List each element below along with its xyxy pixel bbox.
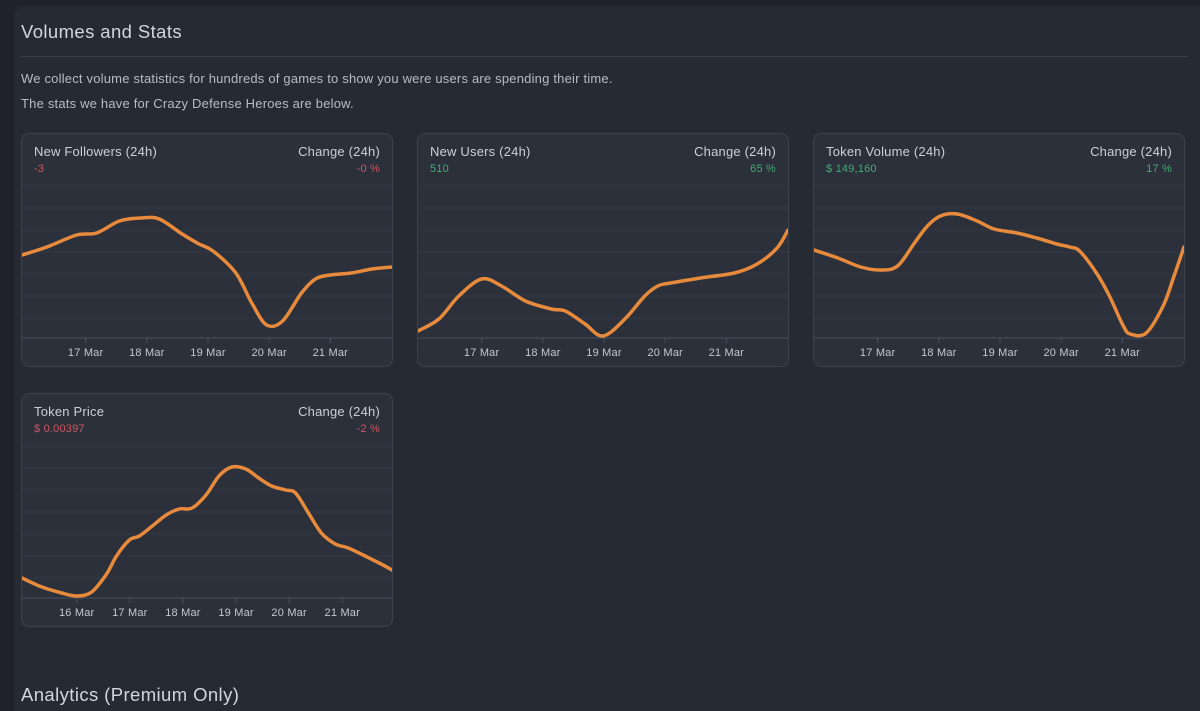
x-axis-label: 21 Mar <box>1104 347 1141 359</box>
card-change: Change (24h) -2 % <box>298 404 380 440</box>
card-metric: New Users (24h) 510 <box>430 144 531 180</box>
stat-card-token-volume: Token Volume (24h) $ 149,160 Change (24h… <box>813 133 1185 367</box>
card-header: Token Volume (24h) $ 149,160 Change (24h… <box>814 134 1184 180</box>
line-chart[interactable] <box>22 441 392 604</box>
card-value: 510 <box>430 163 449 175</box>
change-label: Change (24h) <box>694 144 776 159</box>
x-axis-label: 21 Mar <box>324 607 360 619</box>
line-chart[interactable] <box>814 181 1184 344</box>
change-label: Change (24h) <box>298 144 380 159</box>
x-axis-label: 18 Mar <box>921 347 957 359</box>
card-title: Token Price <box>34 404 105 419</box>
x-axis-labels: 17 Mar 18 Mar 19 Mar 20 Mar 21 Mar <box>418 344 788 366</box>
x-axis-label: 20 Mar <box>271 607 307 619</box>
card-metric: Token Price $ 0.00397 <box>34 404 104 440</box>
x-axis-label: 19 Mar <box>982 347 1018 359</box>
x-axis-label: 21 Mar <box>312 347 349 359</box>
card-value: $ 149,160 <box>826 163 877 175</box>
card-change: Change (24h) -0 % <box>298 144 380 180</box>
x-axis-label: 18 Mar <box>129 347 165 359</box>
card-change: Change (24h) 65 % <box>694 144 776 180</box>
line-chart[interactable] <box>418 181 788 344</box>
card-header: Token Price $ 0.00397 Change (24h) -2 % <box>22 394 392 440</box>
x-axis-label: 17 Mar <box>112 607 148 619</box>
x-axis-label: 21 Mar <box>708 347 745 359</box>
card-metric: New Followers (24h) -3 <box>34 144 157 180</box>
change-label: Change (24h) <box>1090 144 1172 159</box>
x-axis-label: 18 Mar <box>165 607 201 619</box>
x-axis-labels: 16 Mar 17 Mar 18 Mar 19 Mar 20 Mar 21 Mar <box>22 604 392 626</box>
card-value: $ 0.00397 <box>34 423 85 435</box>
analytics-section-title: Analytics (Premium Only) <box>21 684 240 705</box>
card-change: Change (24h) 17 % <box>1090 144 1172 180</box>
x-axis-label: 19 Mar <box>190 347 226 359</box>
card-title: New Followers (24h) <box>34 144 158 159</box>
stats-card-grid: New Followers (24h) -3 Change (24h) -0 %… <box>21 133 1188 627</box>
card-title: New Users (24h) <box>430 144 531 159</box>
intro-line-2: The stats we have for Crazy Defense Hero… <box>21 96 354 111</box>
x-axis-label: 19 Mar <box>218 607 254 619</box>
stat-card-new-followers: New Followers (24h) -3 Change (24h) -0 %… <box>21 133 393 367</box>
x-axis-label: 20 Mar <box>647 347 683 359</box>
card-metric: Token Volume (24h) $ 149,160 <box>826 144 945 180</box>
x-axis-label: 17 Mar <box>859 347 896 359</box>
change-label: Change (24h) <box>298 404 380 419</box>
x-axis-label: 18 Mar <box>525 347 561 359</box>
x-axis-label: 16 Mar <box>58 607 95 619</box>
x-axis-label: 19 Mar <box>586 347 622 359</box>
change-value: -2 % <box>356 423 380 435</box>
change-value: 65 % <box>750 163 776 175</box>
card-title: Token Volume (24h) <box>826 144 946 159</box>
content-panel: Volumes and Stats We collect volume stat… <box>14 6 1200 711</box>
x-axis-label: 17 Mar <box>463 347 500 359</box>
card-header: New Users (24h) 510 Change (24h) 65 % <box>418 134 788 180</box>
x-axis-labels: 17 Mar 18 Mar 19 Mar 20 Mar 21 Mar <box>814 344 1184 366</box>
card-header: New Followers (24h) -3 Change (24h) -0 % <box>22 134 392 180</box>
card-value: -3 <box>34 163 45 175</box>
page-title: Volumes and Stats <box>21 21 183 42</box>
change-value: -0 % <box>356 163 380 175</box>
stat-card-token-price: Token Price $ 0.00397 Change (24h) -2 % … <box>21 393 393 627</box>
change-value: 17 % <box>1146 163 1172 175</box>
x-axis-label: 20 Mar <box>251 347 287 359</box>
section-divider <box>21 56 1188 57</box>
line-chart[interactable] <box>22 181 392 344</box>
stat-card-new-users: New Users (24h) 510 Change (24h) 65 % 17… <box>417 133 789 367</box>
x-axis-label: 17 Mar <box>67 347 104 359</box>
x-axis-label: 20 Mar <box>1043 347 1079 359</box>
intro-line-1: We collect volume statistics for hundred… <box>21 71 613 86</box>
x-axis-labels: 17 Mar 18 Mar 19 Mar 20 Mar 21 Mar <box>22 344 392 366</box>
